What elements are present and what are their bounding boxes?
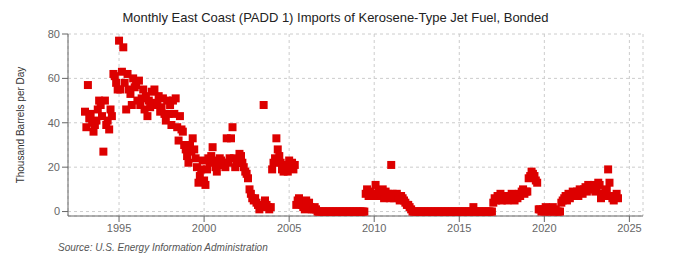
svg-text:20: 20	[48, 161, 60, 173]
svg-text:80: 80	[48, 28, 60, 40]
svg-text:2005: 2005	[277, 222, 301, 234]
svg-text:2015: 2015	[447, 222, 471, 234]
svg-text:0: 0	[54, 205, 60, 217]
svg-text:1995: 1995	[107, 222, 131, 234]
svg-text:2020: 2020	[532, 222, 556, 234]
svg-text:2010: 2010	[362, 222, 386, 234]
svg-text:2000: 2000	[192, 222, 216, 234]
svg-text:2025: 2025	[617, 222, 641, 234]
html-text:Source: U.S. Energy Informatio: Source: U.S. Energy Information Administ…	[58, 242, 268, 253]
svg-text:60: 60	[48, 72, 60, 84]
html-text:Monthly East Coast (PADD 1) Im: Monthly East Coast (PADD 1) Imports of K…	[122, 10, 549, 25]
svg-text:40: 40	[48, 117, 60, 129]
svg-text:Thousand Barrels per Day: Thousand Barrels per Day	[15, 67, 26, 184]
